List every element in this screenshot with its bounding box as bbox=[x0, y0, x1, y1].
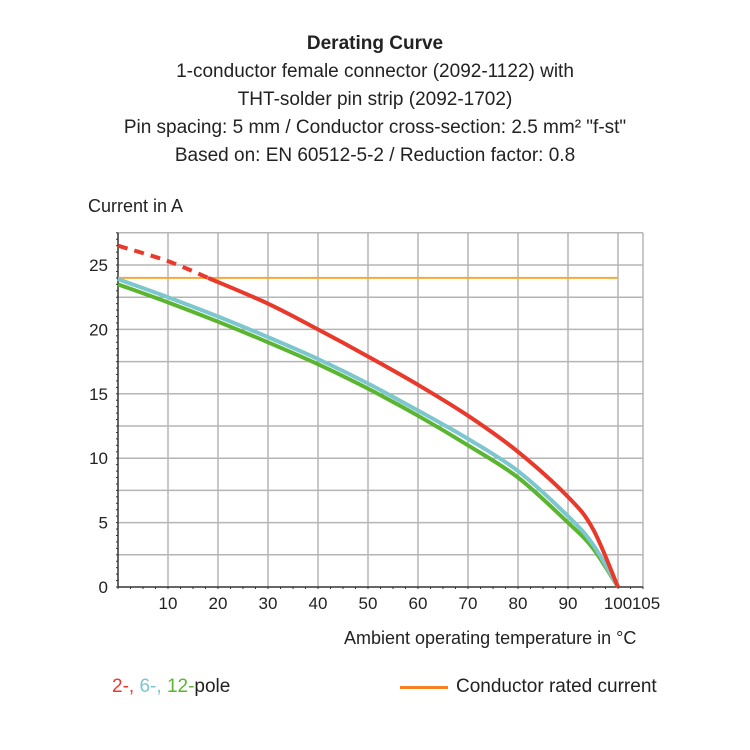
chart-title-block: Derating Curve 1-conductor female connec… bbox=[0, 30, 750, 170]
legend-2-pole: 2-, bbox=[112, 676, 135, 697]
x-tick-label: 10 bbox=[159, 594, 178, 613]
x-tick-label: 80 bbox=[509, 594, 528, 613]
legend-12-pole: 12- bbox=[166, 676, 195, 697]
chart-title: Derating Curve bbox=[306, 33, 444, 54]
x-axis-label: Ambient operating temperature in °C bbox=[344, 628, 637, 648]
x-tick-label: 105 bbox=[632, 594, 660, 613]
x-tick-label: 50 bbox=[359, 594, 378, 613]
chart-subtitle-line: 1-conductor female connector (2092-1122)… bbox=[176, 61, 574, 82]
legend-rated-swatch bbox=[400, 685, 448, 689]
x-tick-label: 60 bbox=[409, 594, 428, 613]
series-line-2-pole-dashed bbox=[117, 243, 209, 280]
legend-6-pole: 6-, bbox=[139, 676, 162, 697]
y-tick-label: 10 bbox=[89, 449, 108, 468]
chart-subtitle-line: Based on: EN 60512-5-2 / Reduction facto… bbox=[174, 145, 576, 166]
series-line-12-pole bbox=[117, 282, 620, 589]
y-tick-label: 5 bbox=[99, 514, 108, 533]
x-tick-label: 40 bbox=[309, 594, 328, 613]
y-tick-label: 15 bbox=[89, 385, 108, 404]
y-tick-label: 0 bbox=[99, 578, 108, 597]
series-line-6-pole bbox=[117, 277, 620, 589]
x-tick-label: 20 bbox=[209, 594, 228, 613]
series-line-2-pole bbox=[207, 276, 620, 588]
x-tick-label: 70 bbox=[459, 594, 478, 613]
chart-subtitle-line: THT-solder pin strip (2092-1702) bbox=[237, 89, 513, 110]
x-tick-label: 100 bbox=[604, 594, 632, 613]
y-tick-label: 25 bbox=[89, 256, 108, 275]
legend-rated-label: Conductor rated current bbox=[456, 676, 657, 697]
legend-poles: 2-, 6-, 12-pole bbox=[112, 676, 230, 698]
y-tick-label: 20 bbox=[89, 320, 108, 339]
chart-subtitle-line: Pin spacing: 5 mm / Conductor cross-sect… bbox=[123, 117, 627, 138]
x-tick-label: 30 bbox=[259, 594, 278, 613]
y-axis-label: Current in A bbox=[88, 196, 184, 216]
legend-rated-current: Conductor rated current bbox=[400, 676, 657, 698]
legend-pole-suffix: pole bbox=[194, 676, 231, 697]
x-tick-label: 90 bbox=[559, 594, 578, 613]
